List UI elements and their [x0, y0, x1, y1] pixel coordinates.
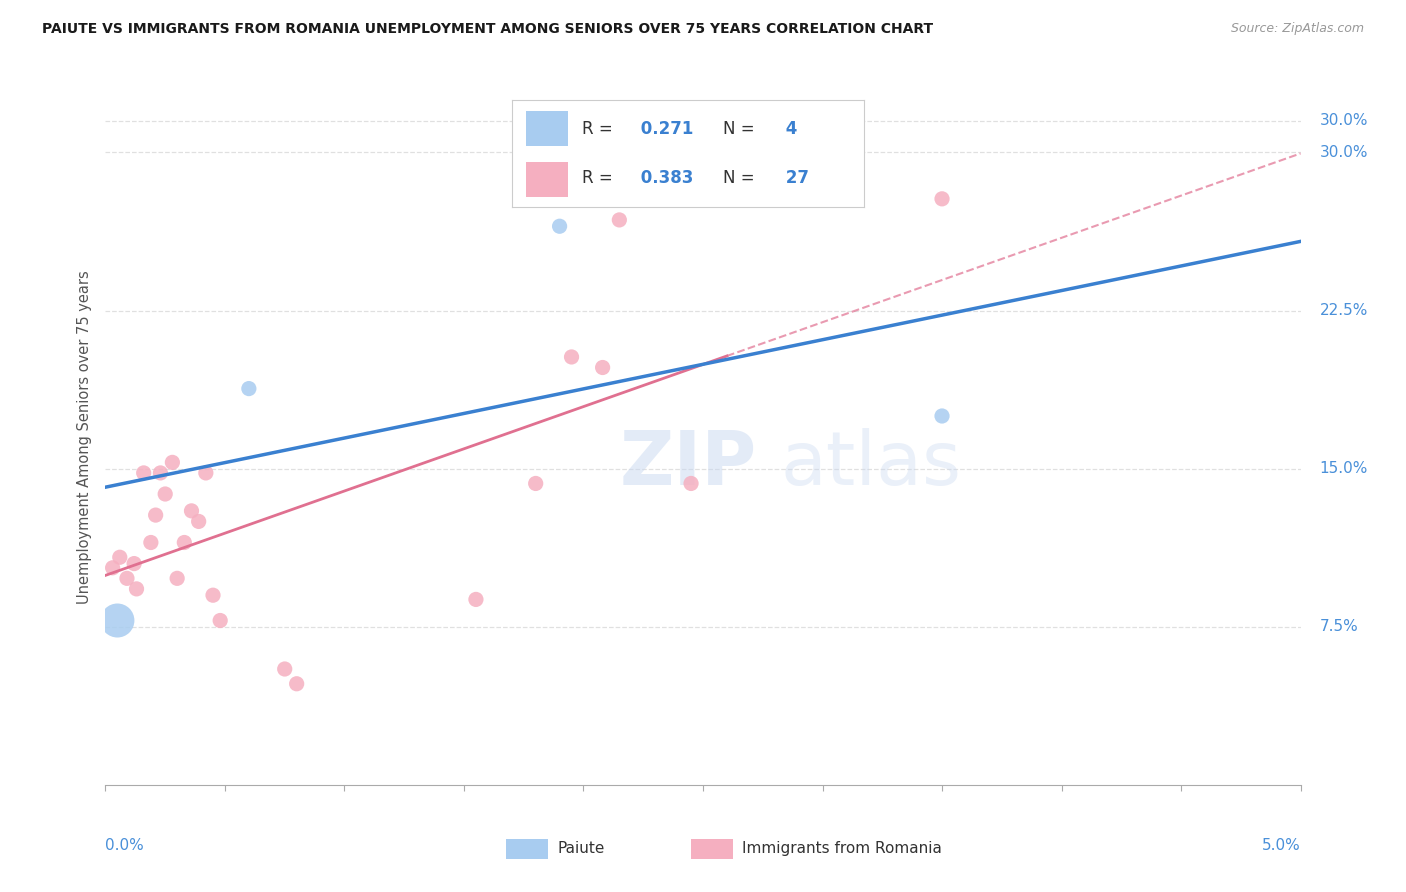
Point [149, 466, 172, 480]
Point [285, 677, 308, 691]
Point [607, 213, 630, 227]
Text: 7.5%: 7.5% [1320, 619, 1358, 634]
Point [194, 466, 217, 480]
Point [125, 582, 148, 596]
Text: 30.0%: 30.0% [1320, 113, 1368, 128]
Text: 15.0%: 15.0% [1320, 461, 1368, 476]
Point [153, 487, 177, 501]
Point [273, 662, 295, 676]
Point [681, 476, 703, 491]
Point [132, 466, 155, 480]
Point [592, 360, 614, 375]
Text: Paiute: Paiute [557, 841, 605, 856]
Text: 5.0%: 5.0% [1261, 838, 1301, 853]
Point [524, 476, 547, 491]
Point [166, 571, 188, 585]
Point [209, 614, 232, 628]
Point [931, 192, 953, 206]
FancyBboxPatch shape [506, 838, 547, 859]
Point [931, 409, 953, 423]
Text: Immigrants from Romania: Immigrants from Romania [742, 841, 942, 856]
Point [139, 535, 162, 549]
Point [187, 515, 209, 529]
Text: 0.0%: 0.0% [105, 838, 145, 853]
FancyBboxPatch shape [692, 838, 733, 859]
Text: ZIP: ZIP [619, 428, 756, 501]
Text: PAIUTE VS IMMIGRANTS FROM ROMANIA UNEMPLOYMENT AMONG SENIORS OVER 75 YEARS CORRE: PAIUTE VS IMMIGRANTS FROM ROMANIA UNEMPL… [42, 22, 934, 37]
Point [115, 571, 138, 585]
Text: Source: ZipAtlas.com: Source: ZipAtlas.com [1230, 22, 1364, 36]
Point [107, 614, 129, 628]
Text: 22.5%: 22.5% [1320, 303, 1368, 318]
Point [548, 219, 571, 234]
Point [145, 508, 167, 522]
Point [122, 557, 145, 571]
Point [173, 535, 195, 549]
Point [108, 550, 131, 565]
Point [180, 504, 202, 518]
Point [202, 588, 225, 602]
Point [464, 592, 488, 607]
Point [238, 382, 260, 396]
Point [101, 561, 124, 575]
Text: atlas: atlas [780, 428, 962, 501]
Text: 30.0%: 30.0% [1320, 145, 1368, 160]
Point [162, 455, 184, 469]
Y-axis label: Unemployment Among Seniors over 75 years: Unemployment Among Seniors over 75 years [76, 270, 91, 604]
Point [560, 350, 583, 364]
